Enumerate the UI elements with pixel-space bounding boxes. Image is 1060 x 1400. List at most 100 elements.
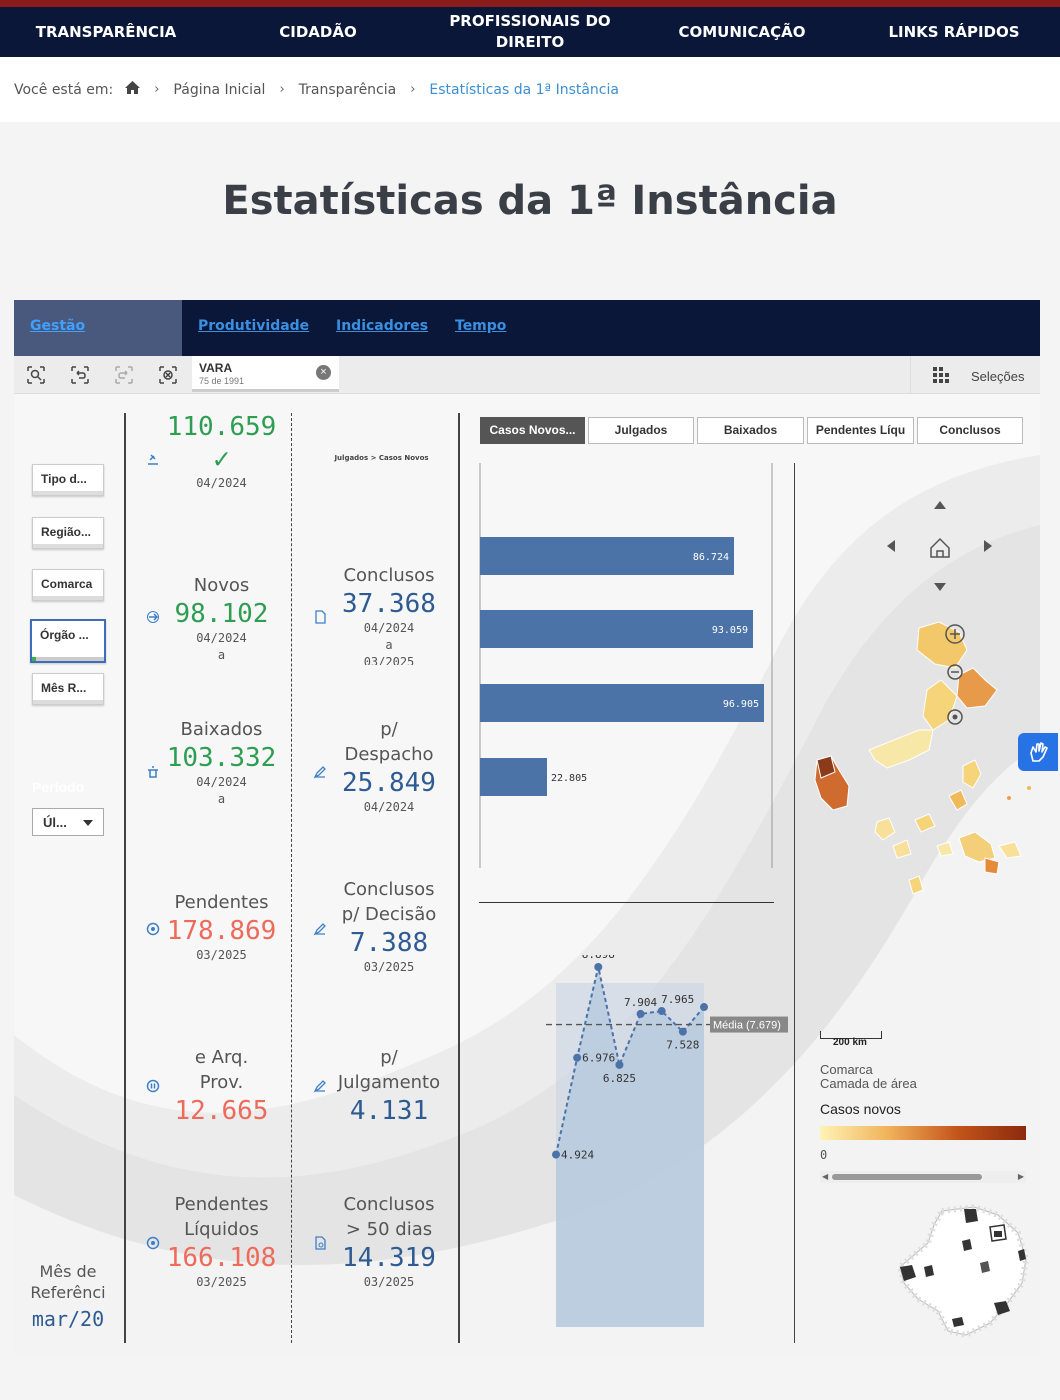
bar[interactable]	[480, 758, 547, 796]
kpi-pendentes-value: 178.869	[166, 916, 277, 946]
kpi-julgados-label: Julgados > Casos Novos	[334, 454, 429, 462]
document-clock-icon	[315, 1236, 326, 1250]
chevron-right-icon: ›	[279, 82, 285, 97]
zoom-in-icon[interactable]	[945, 624, 965, 644]
map-legend-title: Casos novos	[820, 1101, 901, 1117]
button-conclusos[interactable]: Conclusos	[917, 417, 1023, 444]
scroll-right-icon[interactable]: ▶	[1017, 1172, 1024, 1181]
kpi-julgamento-value: 4.131	[349, 1096, 429, 1126]
home-icon[interactable]	[125, 81, 141, 98]
zoom-out-icon[interactable]	[947, 664, 963, 680]
filter-orgao[interactable]: Órgão ...	[30, 619, 106, 663]
breadcrumb-home-link[interactable]: Página Inicial	[173, 81, 266, 98]
kpi-julgamento-label-b: p/	[380, 1047, 398, 1068]
mes-ref-value: mar/20	[31, 1307, 105, 1331]
arrow-left-icon[interactable]	[887, 540, 895, 552]
kpi-novos-label: Novos	[193, 575, 250, 596]
filter-orgao-label: Órgão ...	[40, 628, 89, 642]
periodo-dropdown[interactable]: Úl...	[32, 808, 104, 836]
filter-comarca-label: Comarca	[41, 577, 93, 591]
breadcrumb-prefix: Você está em:	[14, 81, 114, 98]
arrow-down-icon[interactable]	[934, 583, 946, 591]
nav-profissionais[interactable]: PROFISSIONAIS DO DIREITO	[449, 12, 611, 51]
kpi-baixados-value: 103.332	[166, 743, 277, 773]
tab-tempo[interactable]: Tempo	[455, 318, 507, 334]
map-legend-scrollbar[interactable]: ◀ ▶	[820, 1171, 1026, 1183]
breadcrumb-transparencia-link[interactable]: Transparência	[298, 81, 397, 98]
kpi-total: 110.659 ✓ 04/2024	[164, 411, 279, 506]
kpi-decisao-date: 03/2025	[363, 960, 415, 974]
tab-indicadores[interactable]: Indicadores	[336, 318, 429, 334]
data-point[interactable]	[678, 1027, 687, 1036]
bar-label: 86.724	[693, 552, 729, 563]
kpi-conclusos-date: 04/2024	[363, 621, 415, 635]
filter-comarca[interactable]: Comarca	[32, 569, 104, 601]
filter-regiao[interactable]: Região...	[32, 517, 104, 549]
button-casos-novos[interactable]: Casos Novos...	[480, 417, 585, 444]
main-nav: TRANSPARÊNCIA CIDADÃO PROFISSIONAIS DO D…	[0, 7, 1060, 57]
nav-transparencia[interactable]: TRANSPARÊNCIA	[35, 22, 177, 41]
data-point[interactable]	[657, 1007, 666, 1016]
step-forward-icon[interactable]	[113, 364, 135, 386]
series-line	[555, 966, 705, 1155]
data-point[interactable]	[552, 1150, 560, 1159]
kpi-julgamento-label-c: Julgamento	[337, 1072, 441, 1093]
kpi-conclusos: Conclusos 37.368 04/2024 a 03/2025	[324, 563, 454, 665]
bar-label: 93.059	[712, 625, 748, 636]
divider	[291, 413, 292, 1343]
bar[interactable]	[480, 684, 764, 722]
kpi-suspensos-value: 12.665	[174, 1096, 269, 1126]
scroll-thumb[interactable]	[832, 1174, 982, 1180]
kpi-decisao-value: 7.388	[349, 928, 429, 958]
data-point[interactable]	[615, 1060, 624, 1069]
data-label: 7.904	[624, 996, 657, 1009]
data-point[interactable]	[573, 1053, 582, 1062]
filter-tipo[interactable]: Tipo d...	[32, 464, 104, 496]
pen-icon	[313, 923, 326, 936]
kpi-pl-label-b: Líquidos	[184, 1219, 259, 1240]
bar[interactable]	[480, 610, 753, 648]
kpi-conclusos-date3: 03/2025	[363, 655, 415, 665]
new-case-icon	[147, 611, 159, 623]
smart-search-icon[interactable]	[25, 364, 47, 386]
kpi-pl-date: 03/2025	[196, 1275, 247, 1289]
data-point[interactable]	[700, 1003, 708, 1012]
arrow-up-icon[interactable]	[934, 501, 946, 509]
selection-chip-vara[interactable]: VARA 75 de 1991 ×	[192, 356, 339, 392]
kpi-despacho-value: 25.849	[342, 768, 436, 798]
nav-links-rapidos[interactable]: LINKS RÁPIDOS	[888, 22, 1020, 41]
filter-state-bar	[33, 700, 103, 704]
arrow-right-icon[interactable]	[984, 540, 992, 552]
step-back-icon[interactable]	[69, 364, 91, 386]
mes-ref-label-1: Mês de	[39, 1262, 97, 1281]
locate-icon[interactable]	[947, 709, 963, 725]
dashboard-canvas: Tipo d... Região... Comarca Órgão ... Mê…	[14, 395, 1040, 1356]
scroll-left-icon[interactable]: ◀	[822, 1172, 829, 1181]
filter-mes-referencia[interactable]: Mês R...	[32, 673, 104, 705]
tab-produtividade[interactable]: Produtividade	[198, 318, 310, 334]
button-pendentes-liquidos[interactable]: Pendentes Líqu	[807, 417, 914, 444]
sign-language-button[interactable]	[1018, 733, 1058, 771]
nav-comunicacao[interactable]: COMUNICAÇÃO	[678, 22, 806, 41]
home-icon[interactable]	[930, 537, 950, 558]
page-title: Estatísticas da 1ª Instância	[222, 178, 838, 224]
nav-cidadao[interactable]: CIDADÃO	[279, 22, 357, 41]
selections-button[interactable]: Seleções	[910, 356, 1040, 394]
bar[interactable]	[480, 537, 734, 575]
button-baixados[interactable]: Baixados	[697, 417, 804, 444]
choropleth-map[interactable]	[809, 610, 1034, 900]
grid-icon	[933, 367, 949, 383]
kpi-baixados: Baixados 103.332 04/2024 a	[164, 717, 279, 822]
kpi-novos-value: 98.102	[174, 599, 269, 629]
data-point[interactable]	[636, 1009, 645, 1018]
button-julgados[interactable]: Julgados	[588, 417, 694, 444]
bar-label: 96.905	[723, 699, 759, 710]
kpi-despacho: p/ Despacho 25.849 04/2024	[324, 717, 454, 819]
clear-selections-icon[interactable]	[157, 364, 179, 386]
data-point[interactable]	[594, 963, 603, 972]
tab-gestao-processual[interactable]: Gestão processual	[14, 300, 182, 386]
kpi-novos-date: 04/2024	[196, 631, 247, 645]
close-icon[interactable]: ×	[316, 365, 331, 380]
gavel-icon	[148, 454, 158, 465]
kpi-pendentes: Pendentes 178.869 03/2025	[164, 890, 279, 970]
